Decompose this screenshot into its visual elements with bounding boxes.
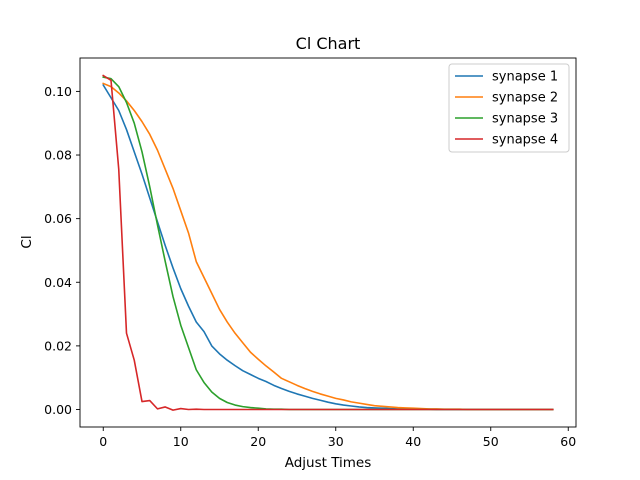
legend-label-4: synapse 4	[492, 133, 558, 148]
x-tick-label: 30	[328, 434, 344, 449]
y-tick-label: 0.00	[44, 402, 72, 417]
y-tick-label: 0.10	[44, 84, 72, 99]
chart-title: Cl Chart	[296, 34, 361, 53]
legend-label-3: synapse 3	[492, 112, 558, 127]
x-tick-label: 0	[99, 434, 107, 449]
x-tick-label: 20	[250, 434, 266, 449]
x-tick-label: 60	[560, 434, 576, 449]
legend-label-2: synapse 2	[492, 91, 558, 106]
legend: synapse 1 synapse 2 synapse 3 synapse 4	[448, 63, 570, 153]
x-tick-label: 50	[483, 434, 499, 449]
legend-frame	[448, 63, 570, 153]
y-tick-label: 0.08	[44, 148, 72, 163]
x-tick-label: 40	[405, 434, 421, 449]
plot-area	[102, 74, 554, 411]
legend-label-1: synapse 1	[492, 70, 558, 85]
axes-frame	[79, 57, 577, 428]
x-axis-label: Adjust Times	[285, 455, 372, 471]
y-tick-label: 0.04	[44, 275, 72, 290]
y-tick-label: 0.02	[44, 338, 72, 353]
axes: 0 10 20 30 40 50 60 0.00 0.02 0.04 0.06 0.08 0.10	[44, 57, 577, 449]
series-line-4	[102, 74, 554, 411]
y-axis-label: Cl	[19, 235, 35, 248]
x-tick-label: 10	[173, 434, 189, 449]
y-tick-label: 0.06	[44, 211, 72, 226]
